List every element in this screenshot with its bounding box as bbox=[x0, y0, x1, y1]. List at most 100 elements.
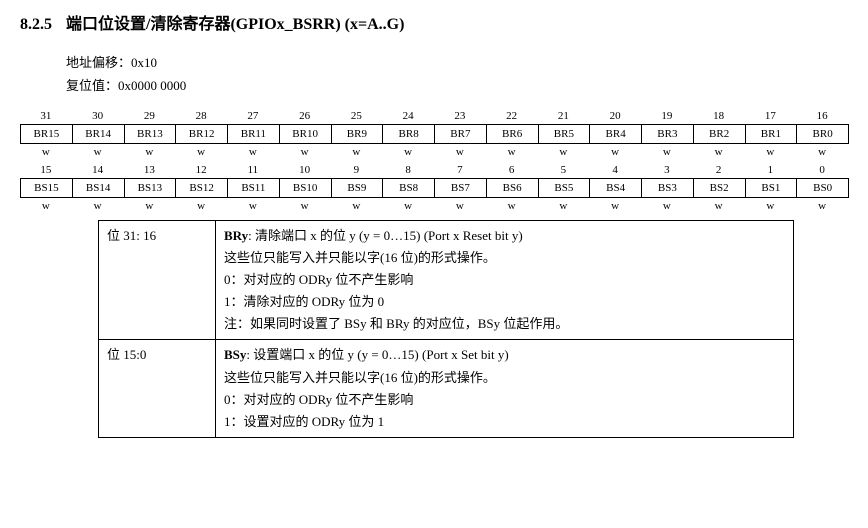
bit-attr-cell: w bbox=[382, 144, 434, 160]
bit-name-cell: BR11 bbox=[228, 124, 280, 144]
bitfield-table: 31302928272625242322212019181716 BR15BR1… bbox=[20, 108, 848, 214]
address-offset-line: 地址偏移：0x10 bbox=[66, 52, 848, 71]
offset-value: 0x10 bbox=[131, 55, 157, 70]
bit-numbers-high: 31302928272625242322212019181716 bbox=[20, 108, 848, 124]
bit-name-cell: BS5 bbox=[539, 178, 591, 198]
description-table: 位 31: 16 BRy: 清除端口 x 的位 y (y = 0…15) (Po… bbox=[98, 220, 794, 438]
bit-names-high: BR15BR14BR13BR12BR11BR10BR9BR8BR7BR6BR5B… bbox=[20, 124, 849, 144]
bit-number-cell: 15 bbox=[20, 162, 72, 178]
bit-attr-cell: w bbox=[589, 198, 641, 214]
bit-name-cell: BS4 bbox=[590, 178, 642, 198]
bit-number-cell: 31 bbox=[20, 108, 72, 124]
bit-attr-cell: w bbox=[175, 144, 227, 160]
table-row: 位 31: 16 BRy: 清除端口 x 的位 y (y = 0…15) (Po… bbox=[99, 221, 794, 340]
desc-line: 这些位只能写入并只能以字(16 位)的形式操作。 bbox=[224, 370, 496, 385]
bit-name-cell: BR12 bbox=[176, 124, 228, 144]
bit-number-cell: 12 bbox=[175, 162, 227, 178]
bit-attr-cell: w bbox=[124, 198, 176, 214]
offset-label: 地址偏移： bbox=[66, 55, 131, 70]
bit-name-cell: BR1 bbox=[746, 124, 798, 144]
bit-number-cell: 5 bbox=[538, 162, 590, 178]
bit-attr-cell: w bbox=[745, 144, 797, 160]
bit-attr-cell: w bbox=[745, 198, 797, 214]
bit-attr-cell: w bbox=[227, 144, 279, 160]
bit-name-cell: BR5 bbox=[539, 124, 591, 144]
field-desc-head: : 清除端口 x 的位 y (y = 0…15) (Port x Reset b… bbox=[248, 228, 523, 243]
bit-number-cell: 2 bbox=[693, 162, 745, 178]
bit-attr-cell: w bbox=[382, 198, 434, 214]
bit-number-cell: 1 bbox=[745, 162, 797, 178]
bit-attr-cell: w bbox=[20, 144, 72, 160]
bit-numbers-low: 1514131211109876543210 bbox=[20, 162, 848, 178]
bit-name-cell: BS9 bbox=[332, 178, 384, 198]
bit-attr-cell: w bbox=[434, 198, 486, 214]
bit-attr-cell: w bbox=[641, 198, 693, 214]
bit-name-cell: BS14 bbox=[73, 178, 125, 198]
desc-line: 1：设置对应的 ODRy 位为 1 bbox=[224, 414, 384, 429]
bit-number-cell: 18 bbox=[693, 108, 745, 124]
description-cell: BRy: 清除端口 x 的位 y (y = 0…15) (Port x Rese… bbox=[216, 221, 794, 340]
bit-name-cell: BR6 bbox=[487, 124, 539, 144]
bit-attr-cell: w bbox=[175, 198, 227, 214]
bit-number-cell: 25 bbox=[331, 108, 383, 124]
bit-number-cell: 24 bbox=[382, 108, 434, 124]
bits-range-cell: 位 15:0 bbox=[99, 340, 216, 437]
bit-attr-cell: w bbox=[796, 198, 848, 214]
bit-number-cell: 27 bbox=[227, 108, 279, 124]
bit-attr-cell: w bbox=[279, 198, 331, 214]
bit-number-cell: 30 bbox=[72, 108, 124, 124]
bit-name-cell: BR13 bbox=[125, 124, 177, 144]
bit-name-cell: BR14 bbox=[73, 124, 125, 144]
bit-attr-cell: w bbox=[693, 144, 745, 160]
bit-attr-cell: w bbox=[434, 144, 486, 160]
bit-number-cell: 22 bbox=[486, 108, 538, 124]
bit-name-cell: BS6 bbox=[487, 178, 539, 198]
bit-name-cell: BR4 bbox=[590, 124, 642, 144]
bit-name-cell: BS15 bbox=[21, 178, 73, 198]
bit-number-cell: 21 bbox=[538, 108, 590, 124]
bit-attr-cell: w bbox=[693, 198, 745, 214]
desc-line: 这些位只能写入并只能以字(16 位)的形式操作。 bbox=[224, 250, 496, 265]
bit-name-cell: BS13 bbox=[125, 178, 177, 198]
desc-line: 0：对对应的 ODRy 位不产生影响 bbox=[224, 392, 413, 407]
bit-number-cell: 11 bbox=[227, 162, 279, 178]
bit-attr-cell: w bbox=[641, 144, 693, 160]
bit-number-cell: 28 bbox=[175, 108, 227, 124]
bit-attr-cell: w bbox=[538, 144, 590, 160]
bit-number-cell: 17 bbox=[745, 108, 797, 124]
bit-name-cell: BR3 bbox=[642, 124, 694, 144]
bit-attr-cell: w bbox=[20, 198, 72, 214]
bit-number-cell: 19 bbox=[641, 108, 693, 124]
bit-name-cell: BS1 bbox=[746, 178, 798, 198]
field-name-bsy: BSy bbox=[224, 347, 246, 362]
bit-attr-cell: w bbox=[279, 144, 331, 160]
bit-number-cell: 26 bbox=[279, 108, 331, 124]
bit-number-cell: 3 bbox=[641, 162, 693, 178]
desc-line: 1：清除对应的 ODRy 位为 0 bbox=[224, 294, 384, 309]
reset-value: 0x0000 0000 bbox=[118, 78, 186, 93]
section-title-text: 端口位设置/清除寄存器(GPIOx_BSRR) (x=A..G) bbox=[66, 16, 404, 33]
bit-number-cell: 20 bbox=[589, 108, 641, 124]
bit-name-cell: BR8 bbox=[383, 124, 435, 144]
bit-name-cell: BR10 bbox=[280, 124, 332, 144]
table-row: 位 15:0 BSy: 设置端口 x 的位 y (y = 0…15) (Port… bbox=[99, 340, 794, 437]
section-heading: 8.2.5端口位设置/清除寄存器(GPIOx_BSRR) (x=A..G) bbox=[20, 10, 848, 34]
field-desc-head: : 设置端口 x 的位 y (y = 0…15) (Port x Set bit… bbox=[246, 347, 508, 362]
bit-name-cell: BS2 bbox=[694, 178, 746, 198]
bit-name-cell: BS3 bbox=[642, 178, 694, 198]
desc-line: 注：如果同时设置了 BSy 和 BRy 的对应位，BSy 位起作用。 bbox=[224, 316, 568, 331]
bit-number-cell: 9 bbox=[331, 162, 383, 178]
bit-number-cell: 8 bbox=[382, 162, 434, 178]
bit-number-cell: 16 bbox=[796, 108, 848, 124]
bit-attr-cell: w bbox=[331, 198, 383, 214]
reset-value-line: 复位值：0x0000 0000 bbox=[66, 75, 848, 94]
bit-attr-cell: w bbox=[124, 144, 176, 160]
bit-attr-high: wwwwwwwwwwwwwwww bbox=[20, 144, 848, 160]
bit-number-cell: 23 bbox=[434, 108, 486, 124]
bit-attr-cell: w bbox=[589, 144, 641, 160]
bit-attr-cell: w bbox=[486, 198, 538, 214]
bit-name-cell: BS0 bbox=[797, 178, 849, 198]
bit-number-cell: 13 bbox=[124, 162, 176, 178]
bit-name-cell: BS11 bbox=[228, 178, 280, 198]
bit-name-cell: BS12 bbox=[176, 178, 228, 198]
